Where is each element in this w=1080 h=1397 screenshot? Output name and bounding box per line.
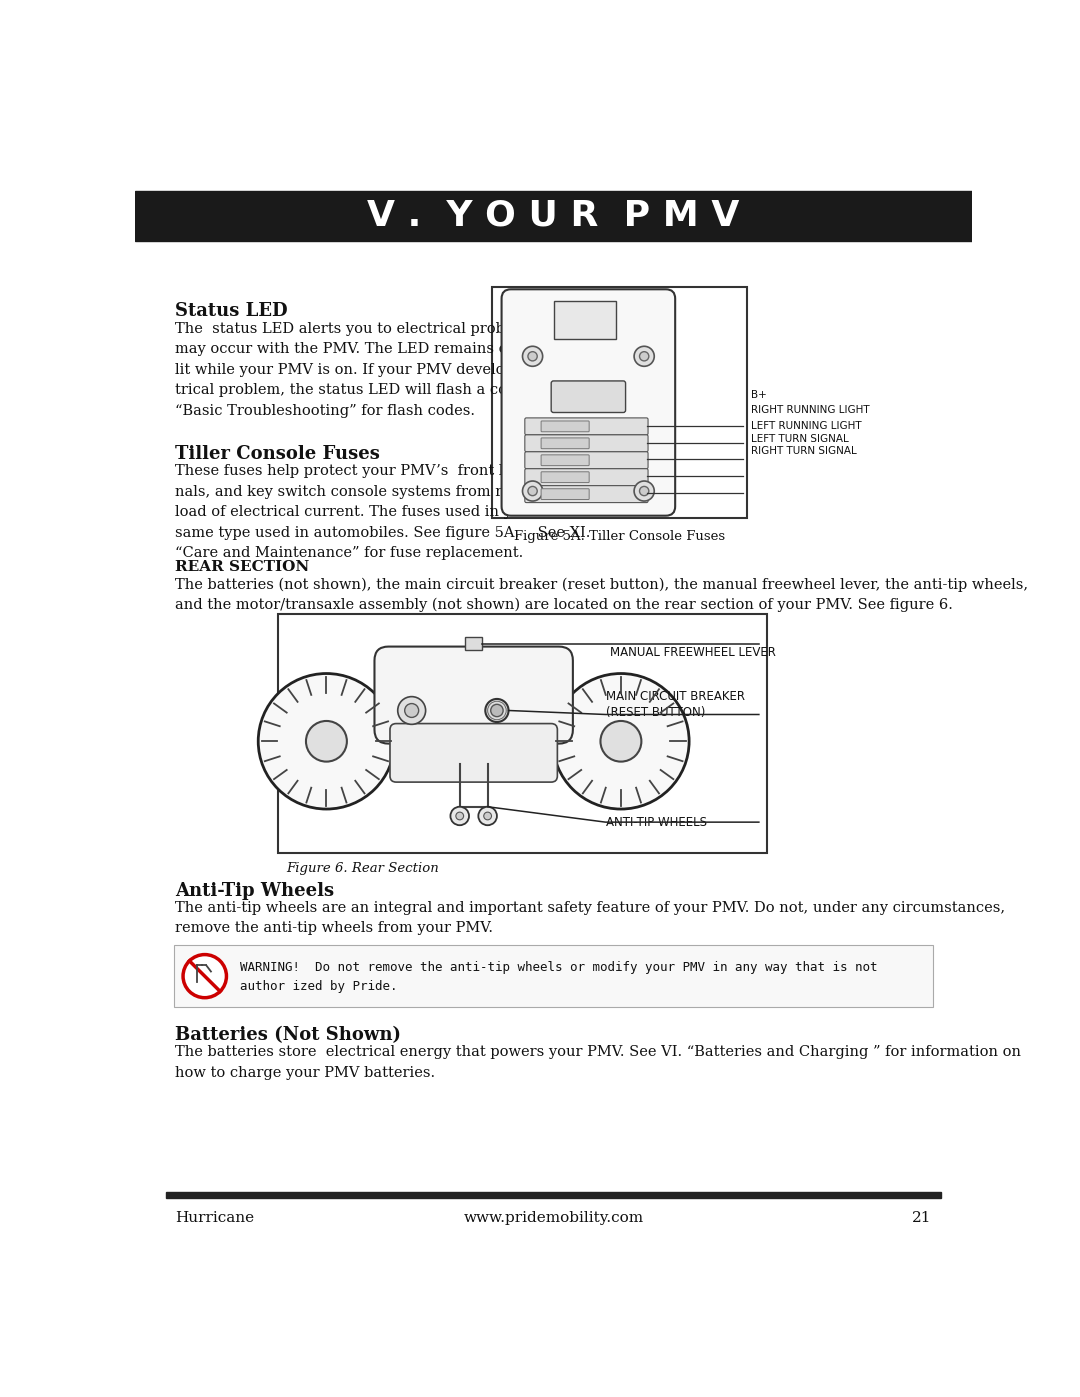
Circle shape xyxy=(485,698,509,722)
FancyBboxPatch shape xyxy=(551,381,625,412)
Text: The  status LED alerts you to electrical problems that
may occur with the PMV. T: The status LED alerts you to electrical … xyxy=(175,321,586,418)
Text: Status LED: Status LED xyxy=(175,302,288,320)
FancyBboxPatch shape xyxy=(541,489,590,500)
Bar xyxy=(166,1192,941,1197)
Circle shape xyxy=(397,697,426,725)
Text: www.pridemobility.com: www.pridemobility.com xyxy=(463,1211,644,1225)
Text: RIGHT TURN SIGNAL: RIGHT TURN SIGNAL xyxy=(751,446,856,455)
FancyBboxPatch shape xyxy=(525,486,648,503)
Circle shape xyxy=(478,806,497,826)
Text: B+: B+ xyxy=(751,390,767,400)
Text: +: + xyxy=(578,314,591,330)
Circle shape xyxy=(528,486,537,496)
Text: 1: 1 xyxy=(562,454,568,464)
Text: The batteries store  electrical energy that powers your PMV. See VI. “Batteries : The batteries store electrical energy th… xyxy=(175,1045,1022,1080)
Circle shape xyxy=(600,721,642,761)
Circle shape xyxy=(456,812,463,820)
Circle shape xyxy=(528,352,537,360)
Text: Tiller Console Fuses: Tiller Console Fuses xyxy=(175,444,380,462)
Circle shape xyxy=(639,486,649,496)
Circle shape xyxy=(634,346,654,366)
Text: REAR SECTION: REAR SECTION xyxy=(175,560,310,574)
Circle shape xyxy=(553,673,689,809)
FancyBboxPatch shape xyxy=(525,469,648,486)
Bar xyxy=(554,300,616,339)
Bar xyxy=(135,191,972,240)
Text: WARNING!  Do not remove the anti-tip wheels or modify your PMV in any way that i: WARNING! Do not remove the anti-tip whee… xyxy=(240,961,877,993)
Text: MAIN CIRCUIT BREAKER
(RESET BUTTON): MAIN CIRCUIT BREAKER (RESET BUTTON) xyxy=(606,690,744,719)
Text: 21: 21 xyxy=(913,1211,932,1225)
Text: LEFT TURN SIGNAL: LEFT TURN SIGNAL xyxy=(751,433,849,444)
Bar xyxy=(174,946,933,1007)
Circle shape xyxy=(639,352,649,360)
Circle shape xyxy=(490,704,503,717)
Text: MANUAL FREEWHEEL LEVER: MANUAL FREEWHEEL LEVER xyxy=(610,647,777,659)
Bar xyxy=(279,615,767,854)
Text: 1: 1 xyxy=(562,437,568,447)
Circle shape xyxy=(634,481,654,502)
Circle shape xyxy=(306,721,347,761)
Text: LEFT RUNNING LIGHT: LEFT RUNNING LIGHT xyxy=(751,420,862,430)
Text: 5: 5 xyxy=(562,420,568,430)
Text: Anti-Tip Wheels: Anti-Tip Wheels xyxy=(175,882,335,900)
Bar xyxy=(465,637,482,651)
Text: RIGHT RUNNING LIGHT: RIGHT RUNNING LIGHT xyxy=(751,405,869,415)
Text: Figure 6. Rear Section: Figure 6. Rear Section xyxy=(286,862,438,875)
Circle shape xyxy=(258,673,394,809)
Text: 1: 1 xyxy=(562,488,568,497)
Text: V .  Y O U R  P M V: V . Y O U R P M V xyxy=(367,198,740,233)
Circle shape xyxy=(450,806,469,826)
FancyBboxPatch shape xyxy=(541,455,590,465)
Text: The batteries (not shown), the main circuit breaker (reset button), the manual f: The batteries (not shown), the main circ… xyxy=(175,577,1028,612)
Text: The anti-tip wheels are an integral and important safety feature of your PMV. Do: The anti-tip wheels are an integral and … xyxy=(175,901,1005,935)
Text: These fuses help protect your PMV’s  front lighting, turn sig-
nals, and key swi: These fuses help protect your PMV’s fron… xyxy=(175,464,635,560)
Text: Hurricane: Hurricane xyxy=(175,1211,255,1225)
Circle shape xyxy=(484,812,491,820)
Bar xyxy=(491,286,747,518)
Circle shape xyxy=(523,346,542,366)
Text: Batteries (Not Shown): Batteries (Not Shown) xyxy=(175,1027,402,1044)
Text: 1: 1 xyxy=(562,471,568,481)
Text: ANTI-TIP WHEELS: ANTI-TIP WHEELS xyxy=(606,816,706,828)
FancyBboxPatch shape xyxy=(525,418,648,434)
Circle shape xyxy=(523,481,542,502)
FancyBboxPatch shape xyxy=(375,647,572,743)
FancyBboxPatch shape xyxy=(390,724,557,782)
FancyBboxPatch shape xyxy=(541,420,590,432)
Circle shape xyxy=(183,954,227,997)
Text: Figure 5A. Tiller Console Fuses: Figure 5A. Tiller Console Fuses xyxy=(514,529,725,542)
Circle shape xyxy=(405,704,419,718)
FancyBboxPatch shape xyxy=(541,472,590,482)
FancyBboxPatch shape xyxy=(525,451,648,469)
FancyBboxPatch shape xyxy=(541,437,590,448)
FancyBboxPatch shape xyxy=(525,434,648,451)
FancyBboxPatch shape xyxy=(501,289,675,515)
